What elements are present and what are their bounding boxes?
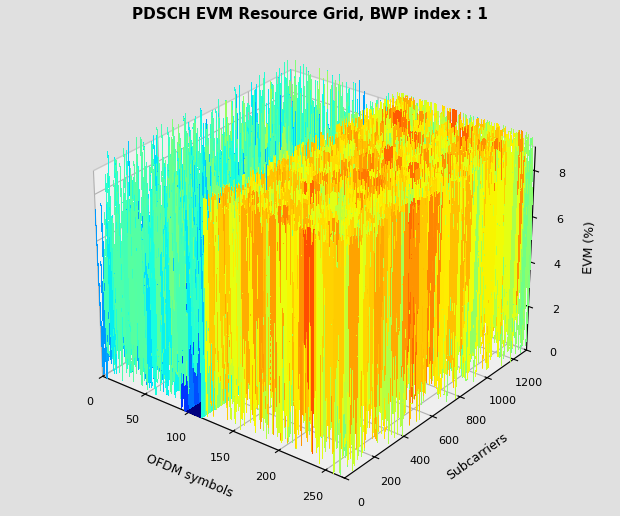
Title: PDSCH EVM Resource Grid, BWP index : 1: PDSCH EVM Resource Grid, BWP index : 1: [132, 7, 488, 22]
X-axis label: OFDM symbols: OFDM symbols: [144, 452, 235, 499]
Y-axis label: Subcarriers: Subcarriers: [444, 431, 510, 482]
